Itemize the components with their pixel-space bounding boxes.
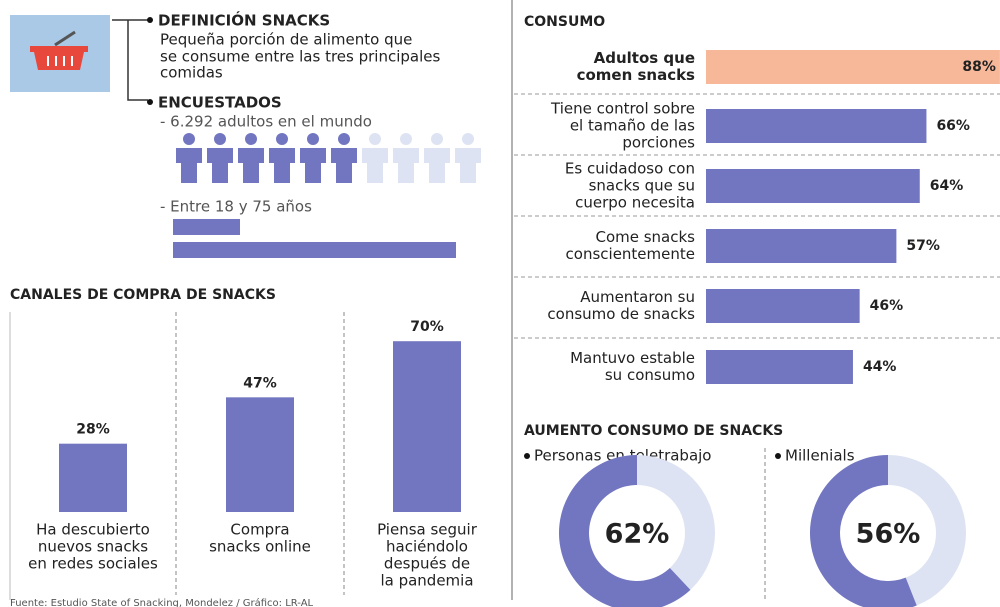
person-head — [431, 133, 443, 145]
person-body — [393, 148, 419, 183]
bar — [706, 109, 927, 143]
bar — [706, 50, 1000, 84]
category-label: Ha descubierto — [36, 521, 150, 539]
value-label: 44% — [863, 359, 897, 375]
category-label: Come snacks — [595, 228, 695, 246]
bar — [706, 350, 853, 384]
chart-title: CONSUMO — [524, 14, 605, 30]
category-label: nuevos snacks — [38, 538, 148, 556]
person-body — [300, 148, 326, 183]
person-body — [331, 148, 357, 183]
person-head — [338, 133, 350, 145]
person-body — [269, 148, 295, 183]
person-body — [207, 148, 233, 183]
category-label: Aumentaron su — [580, 288, 695, 306]
category-label: el tamaño de las — [570, 117, 695, 135]
value-label: 88% — [962, 59, 996, 75]
age-bar — [173, 242, 456, 258]
person-head — [462, 133, 474, 145]
bar — [393, 341, 461, 512]
bar — [706, 169, 920, 203]
bar — [706, 229, 897, 263]
donut-segment — [810, 455, 917, 607]
category-label: haciéndolo — [386, 538, 468, 556]
respondents-item: - Entre 18 y 75 años — [160, 198, 312, 216]
bar — [226, 397, 294, 512]
category-label: consumo de snacks — [547, 305, 695, 323]
category-label: la pandemia — [380, 572, 473, 590]
connector — [112, 19, 148, 101]
respondents-title: ENCUESTADOS — [158, 94, 282, 112]
donut-segment — [559, 455, 691, 607]
value-label: 28% — [76, 422, 110, 438]
value-label: 57% — [906, 238, 940, 254]
person-head — [245, 133, 257, 145]
legend-bullet — [775, 453, 781, 459]
category-label: Piensa seguir — [377, 521, 478, 539]
bar — [59, 443, 127, 512]
category-label: porciones — [622, 134, 695, 152]
category-label: Mantuvo estable — [570, 349, 695, 367]
person-body — [455, 148, 481, 183]
person-head — [369, 133, 381, 145]
person-head — [400, 133, 412, 145]
category-label: conscientemente — [566, 245, 695, 263]
category-label: su consumo — [605, 366, 695, 384]
bullet — [147, 17, 153, 23]
bullet — [147, 99, 153, 105]
category-label: Tiene control sobre — [550, 100, 695, 118]
value-label: 47% — [243, 375, 277, 391]
legend-label: Millenials — [785, 447, 855, 465]
legend-bullet — [524, 453, 530, 459]
source: Fuente: Estudio State of Snacking, Monde… — [10, 597, 314, 607]
category-label: cuerpo necesita — [575, 194, 695, 212]
value-label: 70% — [410, 319, 444, 335]
legend-label: Personas en teletrabajo — [534, 447, 712, 465]
value-label: 64% — [930, 178, 964, 194]
category-label: en redes sociales — [28, 555, 158, 573]
respondents-item: - 6.292 adultos en el mundo — [160, 113, 372, 131]
definition-text: se consume entre las tres principales — [160, 48, 440, 66]
definition-text: comidas — [160, 64, 223, 82]
category-label: snacks online — [209, 538, 311, 556]
category-label: comen snacks — [577, 66, 695, 84]
donut-label: 56% — [856, 519, 921, 550]
category-label: Adultos que — [594, 49, 695, 67]
bar — [706, 289, 860, 323]
definition-text: Pequeña porción de alimento que — [160, 31, 412, 49]
person-head — [183, 133, 195, 145]
basket-icon — [30, 30, 88, 70]
person-body — [176, 148, 202, 183]
category-label: snacks que su — [589, 177, 695, 195]
age-bar — [173, 219, 240, 235]
value-label: 66% — [936, 118, 970, 134]
chart-title: CANALES DE COMPRA DE SNACKS — [10, 287, 276, 303]
category-label: después de — [384, 555, 470, 573]
person-body — [238, 148, 264, 183]
person-body — [362, 148, 388, 183]
person-body — [424, 148, 450, 183]
donut-label: 62% — [605, 519, 670, 550]
category-label: Es cuidadoso con — [565, 160, 695, 178]
person-head — [214, 133, 226, 145]
person-head — [307, 133, 319, 145]
person-head — [276, 133, 288, 145]
value-label: 46% — [870, 298, 904, 314]
definition-title: DEFINICIÓN SNACKS — [158, 11, 330, 30]
category-label: Compra — [230, 521, 289, 539]
people-icons — [176, 133, 481, 183]
chart-title: AUMENTO CONSUMO DE SNACKS — [524, 423, 783, 439]
